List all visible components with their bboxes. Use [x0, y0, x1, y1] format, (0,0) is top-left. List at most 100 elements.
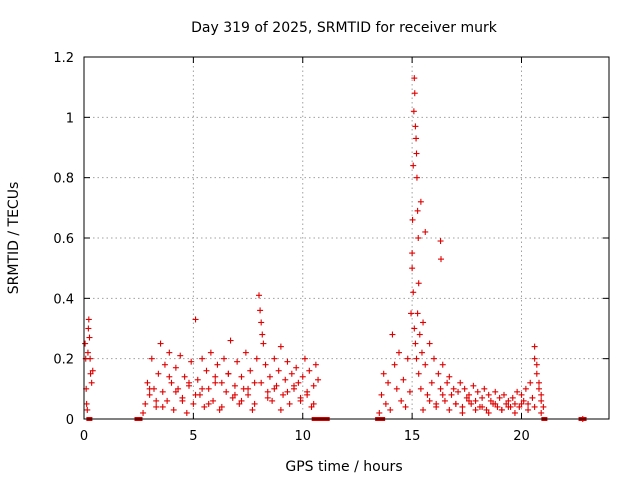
data-point: [210, 397, 217, 404]
data-point: [481, 385, 488, 392]
data-point: [437, 238, 444, 245]
data-point: [439, 391, 446, 398]
y-tick-label: 1: [66, 111, 74, 126]
data-point: [245, 391, 252, 398]
plot-frame: [83, 56, 610, 420]
data-point: [155, 370, 162, 377]
data-point: [284, 358, 291, 365]
data-point: [398, 397, 405, 404]
data-point: [470, 382, 477, 389]
y-tick-label: 1.2: [53, 51, 74, 66]
data-point: [190, 400, 197, 407]
data-point: [468, 400, 475, 407]
data-point: [518, 391, 525, 398]
data-point: [525, 406, 532, 413]
data-point: [238, 373, 245, 380]
data-point: [308, 403, 315, 410]
data-point: [538, 397, 545, 404]
data-point: [385, 379, 392, 386]
data-point: [199, 355, 206, 362]
data-point: [172, 364, 179, 371]
data-point: [172, 388, 179, 395]
data-point: [536, 379, 542, 386]
data-point: [251, 379, 258, 386]
data-point: [259, 331, 266, 338]
y-tick-label: 0.4: [53, 292, 74, 307]
data-point: [214, 361, 221, 368]
data-point: [387, 406, 394, 413]
data-point: [472, 397, 479, 404]
data-point: [411, 325, 418, 332]
data-point: [533, 370, 540, 377]
data-point: [146, 391, 153, 398]
x-axis-label: GPS time / hours: [285, 459, 402, 475]
data-point: [520, 397, 527, 404]
data-point: [414, 310, 421, 317]
data-point: [277, 406, 284, 413]
data-point: [466, 391, 472, 398]
data-point: [414, 207, 421, 214]
data-point: [505, 397, 512, 404]
x-tick-label: 0: [80, 429, 88, 444]
data-point: [494, 403, 501, 410]
data-point: [426, 340, 433, 347]
data-point: [522, 385, 529, 392]
data-point: [459, 403, 466, 410]
data-point: [418, 349, 425, 356]
data-point: [413, 150, 420, 157]
data-point: [457, 379, 464, 386]
data-point: [194, 376, 201, 383]
data-point: [225, 370, 232, 377]
data-point: [474, 388, 481, 395]
data-point: [207, 349, 214, 356]
data-point: [288, 370, 295, 377]
data-point: [262, 361, 269, 368]
data-point: [234, 358, 241, 365]
data-point: [411, 90, 418, 97]
data-point: [315, 376, 322, 383]
data-point: [428, 379, 435, 386]
data-point: [280, 391, 287, 398]
data-point: [400, 376, 407, 383]
data-point: [518, 400, 525, 407]
data-point: [415, 235, 422, 241]
data-point: [271, 355, 278, 362]
data-point: [472, 406, 479, 413]
data-point: [437, 385, 444, 392]
data-point: [85, 316, 92, 323]
data-point: [396, 349, 402, 356]
data-point: [85, 325, 92, 332]
data-point: [153, 397, 160, 404]
data-point: [439, 361, 446, 368]
data-point: [181, 373, 188, 380]
data-point: [516, 403, 523, 410]
y-tick-label: 0: [66, 413, 74, 428]
data-point: [452, 400, 459, 407]
data-point: [164, 397, 171, 404]
data-point: [266, 373, 273, 380]
data-point: [538, 409, 545, 416]
data-point: [83, 400, 90, 407]
data-point: [446, 373, 453, 380]
data-point: [88, 379, 95, 386]
data-point: [485, 409, 492, 416]
data-point: [166, 373, 173, 380]
data-point: [297, 397, 304, 404]
data-point: [258, 379, 265, 386]
data-point: [161, 361, 168, 368]
data-point: [409, 216, 416, 223]
data-point: [531, 355, 538, 362]
data-point: [282, 376, 289, 383]
data-point: [227, 337, 234, 344]
data-point: [159, 403, 166, 410]
data-point: [487, 397, 494, 404]
data-point: [410, 108, 417, 115]
data-point: [312, 361, 319, 368]
data-point: [415, 280, 422, 287]
data-point: [223, 388, 230, 395]
data-point: [444, 379, 451, 386]
data-point: [422, 361, 429, 368]
data-point: [412, 340, 419, 347]
data-point: [295, 379, 302, 386]
data-point: [416, 331, 423, 338]
